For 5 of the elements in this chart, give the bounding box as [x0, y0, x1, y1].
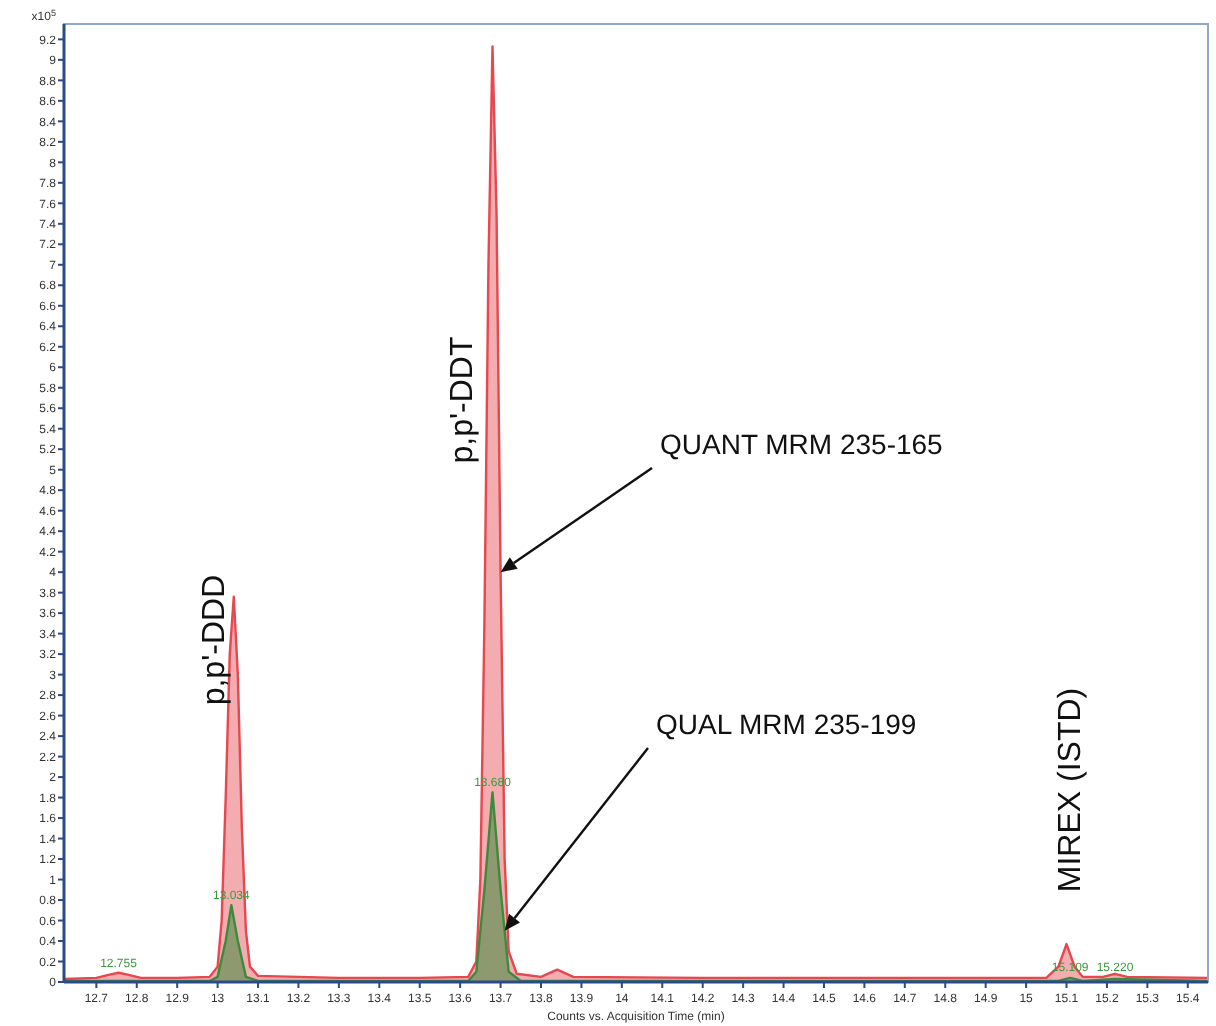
annotation: p,p'-DDD — [198, 574, 232, 706]
annotation: p,p'-DDT — [446, 336, 480, 464]
annotation: MIREX (ISTD) — [1054, 687, 1088, 893]
annotation: QUAL MRM 235-199 — [656, 708, 917, 740]
annotation: QUANT MRM 235-165 — [660, 428, 944, 460]
